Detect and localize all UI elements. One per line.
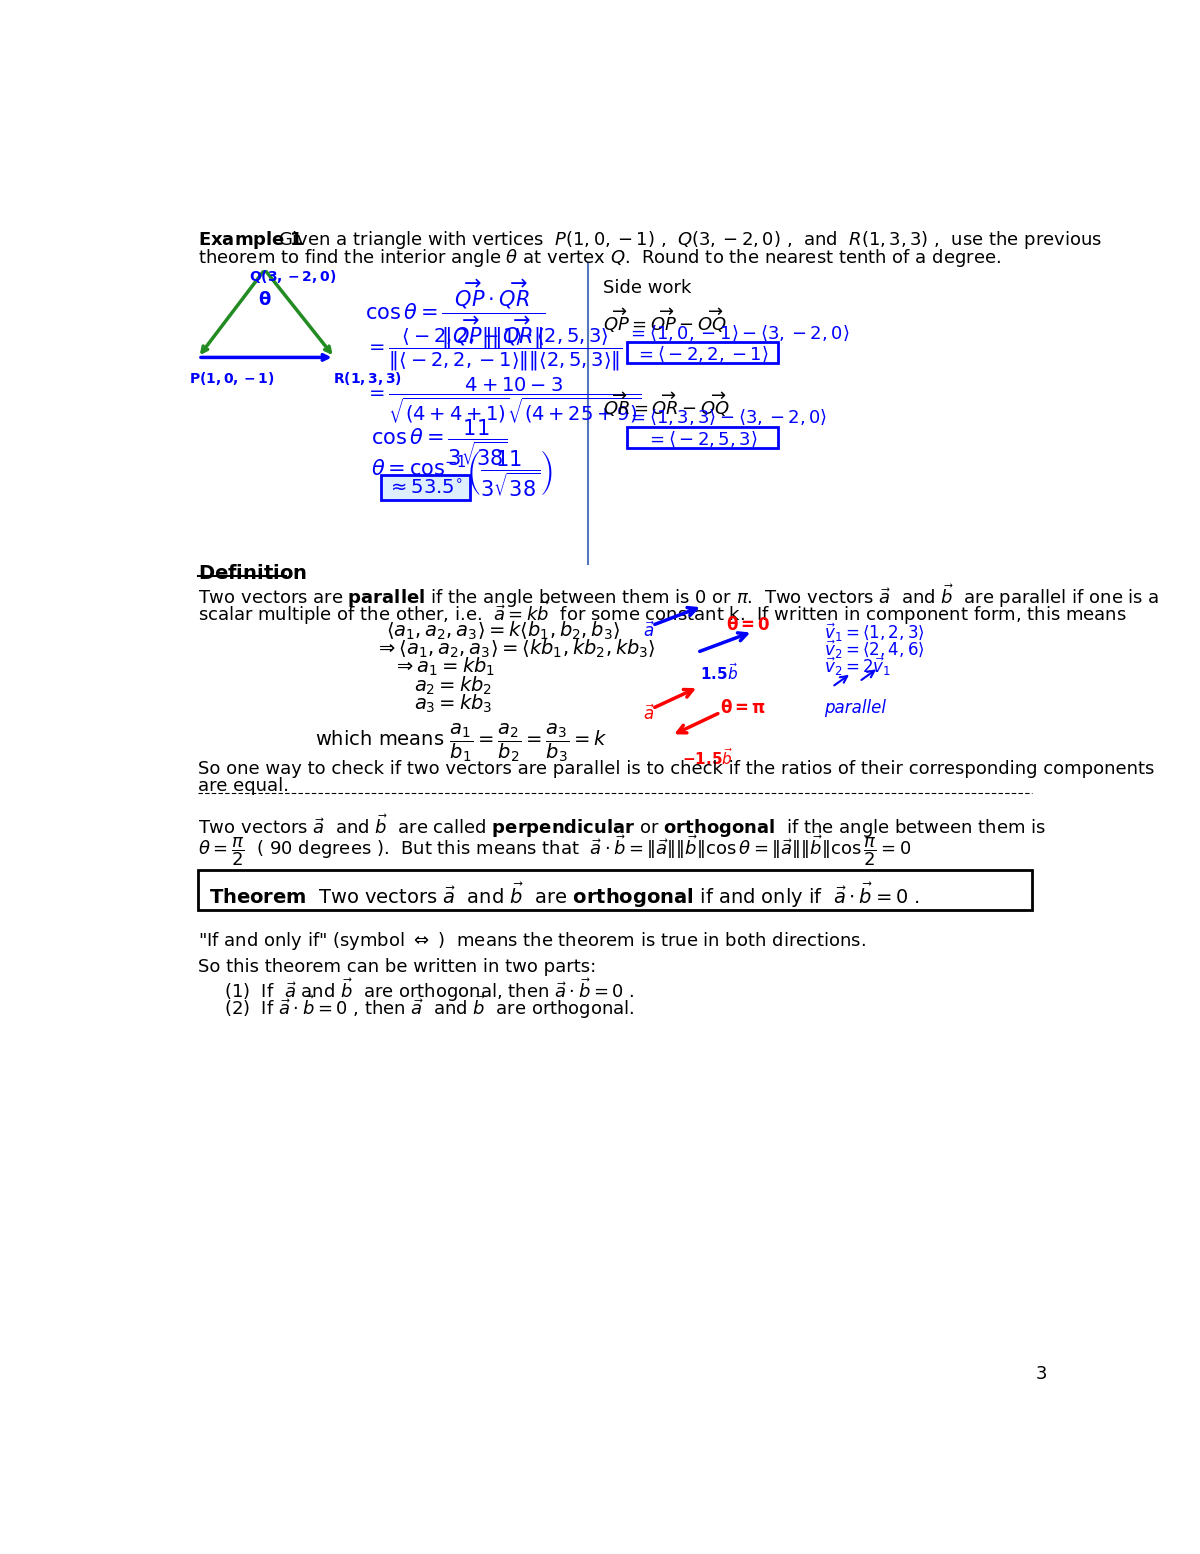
Text: $\theta = \cos^{-1}\!\left(\dfrac{11}{3\sqrt{38}}\right)$: $\theta = \cos^{-1}\!\left(\dfrac{11}{3\… xyxy=(371,448,553,499)
Text: $\overrightarrow{QP} = \overrightarrow{OP} - \overrightarrow{OQ}$: $\overrightarrow{QP} = \overrightarrow{O… xyxy=(604,306,727,334)
Text: $= \langle -2, 5, 3\rangle$: $= \langle -2, 5, 3\rangle$ xyxy=(646,430,757,449)
Text: $\overrightarrow{QR} = \overrightarrow{OR} - \overrightarrow{OQ}$: $\overrightarrow{QR} = \overrightarrow{O… xyxy=(604,390,731,420)
Text: $\cos\theta = \dfrac{11}{3\sqrt{38}}$: $\cos\theta = \dfrac{11}{3\sqrt{38}}$ xyxy=(371,418,508,468)
Text: $\mathbf{Example\ 1}$: $\mathbf{Example\ 1}$ xyxy=(198,228,304,250)
Bar xyxy=(626,342,778,362)
Bar xyxy=(626,427,778,448)
Text: $\mathbf{R(1,3,3)}$: $\mathbf{R(1,3,3)}$ xyxy=(332,370,402,387)
Text: $\mathbf{Definition}$: $\mathbf{Definition}$ xyxy=(198,564,307,583)
Text: $= \langle 1,3,3\rangle - \langle 3,-2,0\rangle$: $= \langle 1,3,3\rangle - \langle 3,-2,0… xyxy=(626,409,827,427)
Text: $\Rightarrow a_1 = kb_1$: $\Rightarrow a_1 = kb_1$ xyxy=(392,656,494,679)
Text: $\mathbf{\theta = 0}$: $\mathbf{\theta = 0}$ xyxy=(726,615,770,634)
Text: $\vec{v}_2 = \langle 2,4,6\rangle$: $\vec{v}_2 = \langle 2,4,6\rangle$ xyxy=(824,639,925,660)
Bar xyxy=(198,870,1032,911)
Text: Given a triangle with vertices  $P(1,0,-1)$ ,  $Q(3,-2,0)$ ,  and  $R(1,3,3)$ , : Given a triangle with vertices $P(1,0,-1… xyxy=(278,228,1102,250)
Text: 3: 3 xyxy=(1036,1364,1046,1383)
Text: Two vectors are $\mathbf{parallel}$ if the angle between them is 0 or $\pi$.  Tw: Two vectors are $\mathbf{parallel}$ if t… xyxy=(198,583,1159,611)
Text: So one way to check if two vectors are parallel is to check if the ratios of the: So one way to check if two vectors are p… xyxy=(198,760,1154,779)
Text: which means $\dfrac{a_1}{b_1} = \dfrac{a_2}{b_2} = \dfrac{a_3}{b_3} = k$: which means $\dfrac{a_1}{b_1} = \dfrac{a… xyxy=(316,721,607,765)
Text: parallel: parallel xyxy=(824,699,887,716)
Text: $\vec{a}$: $\vec{a}$ xyxy=(643,622,655,640)
Text: $= \langle 1,0,-1\rangle - \langle 3,-2,0\rangle$: $= \langle 1,0,-1\rangle - \langle 3,-2,… xyxy=(626,323,850,342)
Text: $\theta = \dfrac{\pi}{2}$  ( 90 degrees ).  But this means that  $\vec{a} \cdot : $\theta = \dfrac{\pi}{2}$ ( 90 degrees )… xyxy=(198,833,911,869)
Text: (2)  If $\vec{a} \cdot \vec{b} = 0$ , then $\vec{a}$  and $\vec{b}$  are orthogo: (2) If $\vec{a} \cdot \vec{b} = 0$ , the… xyxy=(223,993,634,1021)
Text: $\mathbf{\theta = \pi}$: $\mathbf{\theta = \pi}$ xyxy=(720,699,767,718)
Text: $\Rightarrow\langle a_1, a_2, a_3\rangle = \langle kb_1, kb_2, kb_3\rangle$: $\Rightarrow\langle a_1, a_2, a_3\rangle… xyxy=(374,637,655,660)
Text: $a_2 = kb_2$: $a_2 = kb_2$ xyxy=(414,674,492,696)
Text: $= \dfrac{4+10-3}{\sqrt{(4+4+1)}\sqrt{(4+25+9)}}$: $= \dfrac{4+10-3}{\sqrt{(4+4+1)}\sqrt{(4… xyxy=(366,375,642,426)
Text: Two vectors $\vec{a}$  and $\vec{b}$  are called $\mathbf{perpendicular}$ or $\m: Two vectors $\vec{a}$ and $\vec{b}$ are … xyxy=(198,811,1046,839)
Text: $\cos\theta = \dfrac{\overrightarrow{QP}\cdot\overrightarrow{QR}}{\|\overrightar: $\cos\theta = \dfrac{\overrightarrow{QP}… xyxy=(366,277,546,351)
Text: $\mathbf{Q(3,-2,0)}$: $\mathbf{Q(3,-2,0)}$ xyxy=(250,269,336,284)
Text: Side work: Side work xyxy=(604,278,691,297)
Text: $\mathbf{1.5}\vec{b}$: $\mathbf{1.5}\vec{b}$ xyxy=(701,662,738,684)
Text: "If and only if" (symbol $\Leftrightarrow$ )  means the theorem is true in both : "If and only if" (symbol $\Leftrightarro… xyxy=(198,929,866,951)
Text: So this theorem can be written in two parts:: So this theorem can be written in two pa… xyxy=(198,957,596,976)
Text: theorem to find the interior angle $\theta$ at vertex $Q$.  Round to the nearest: theorem to find the interior angle $\the… xyxy=(198,247,1001,269)
Bar xyxy=(380,476,470,500)
Text: (1)  If  $\vec{a}$ and $\vec{b}$  are orthogonal, then $\vec{a} \cdot \vec{b} = : (1) If $\vec{a}$ and $\vec{b}$ are ortho… xyxy=(223,976,634,1004)
Text: $\langle a_1, a_2, a_3\rangle = k\langle b_1, b_2, b_3\rangle$: $\langle a_1, a_2, a_3\rangle = k\langle… xyxy=(386,618,620,642)
Text: $\mathbf{\theta}$: $\mathbf{\theta}$ xyxy=(258,291,272,309)
Text: $a_3 = kb_3$: $a_3 = kb_3$ xyxy=(414,693,492,715)
Text: $\mathbf{Theorem}$  Two vectors $\vec{a}$  and $\vec{b}$  are $\mathbf{orthogona: $\mathbf{Theorem}$ Two vectors $\vec{a}$… xyxy=(209,881,920,911)
Text: scalar multiple of the other, i.e.  $\vec{a} = k\vec{b}$  for some constant k.  : scalar multiple of the other, i.e. $\vec… xyxy=(198,600,1127,628)
Text: $= \langle -2, 2, -1\rangle$: $= \langle -2, 2, -1\rangle$ xyxy=(635,345,768,364)
Text: $\vec{a}$: $\vec{a}$ xyxy=(643,704,655,724)
Text: $\approx 53.5^{\circ}$: $\approx 53.5^{\circ}$ xyxy=(388,479,463,499)
Text: $\mathbf{P(1,0,-1)}$: $\mathbf{P(1,0,-1)}$ xyxy=(188,370,275,387)
Text: $= \dfrac{\langle -2,2,-1\rangle \cdot \langle 2,5,3\rangle}{\|\langle -2,2,-1\r: $= \dfrac{\langle -2,2,-1\rangle \cdot \… xyxy=(366,326,623,373)
Text: $\vec{v}_2 = 2\vec{v}_1$: $\vec{v}_2 = 2\vec{v}_1$ xyxy=(824,656,892,678)
Text: are equal.: are equal. xyxy=(198,777,289,796)
Text: $\mathbf{-1.5}\vec{b}$: $\mathbf{-1.5}\vec{b}$ xyxy=(682,747,733,768)
Text: $\vec{v}_1 = \langle 1,2,3\rangle$: $\vec{v}_1 = \langle 1,2,3\rangle$ xyxy=(824,622,925,643)
